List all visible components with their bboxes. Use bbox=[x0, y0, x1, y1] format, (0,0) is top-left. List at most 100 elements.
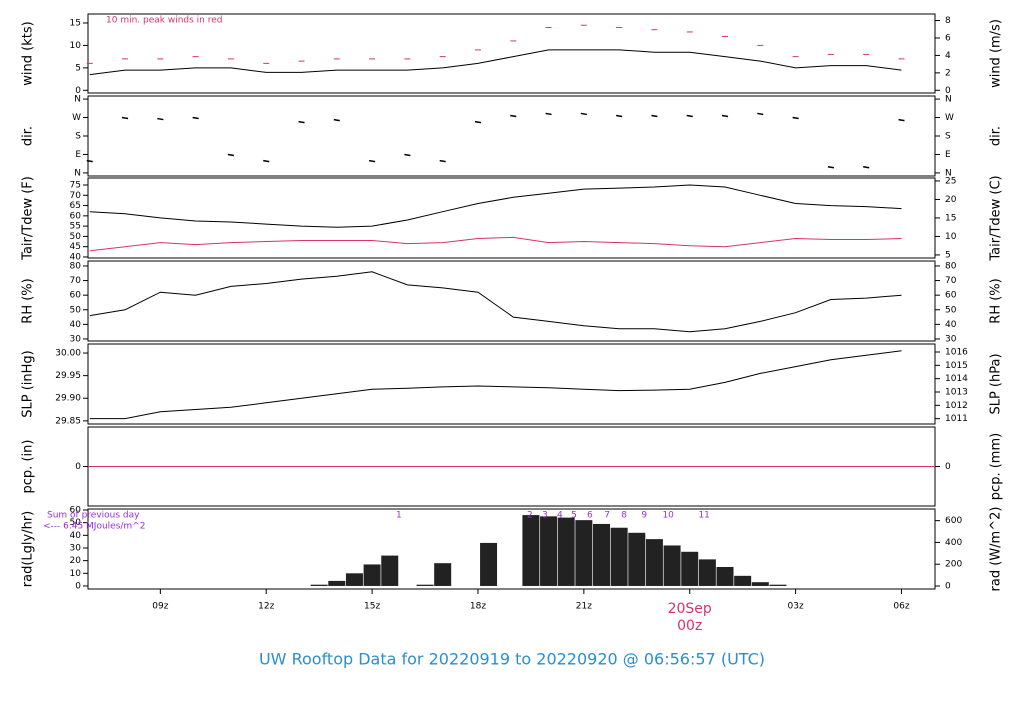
annotation: 10 min. peak winds in red bbox=[106, 16, 223, 26]
y2-axis-label: Tair/Tdew (C) bbox=[989, 175, 1004, 261]
y2-tick-label: S bbox=[945, 132, 951, 142]
radiation-bar bbox=[310, 584, 328, 586]
y-tick-label: 50 bbox=[70, 305, 82, 315]
panel-frame bbox=[87, 177, 936, 259]
radiation-bar bbox=[416, 584, 434, 586]
y-tick-label: 10 bbox=[70, 569, 82, 579]
hour-mark: 6 bbox=[587, 511, 593, 521]
y-tick-label: 29.95 bbox=[55, 371, 81, 381]
footer-title: UW Rooftop Data for 20220919 to 20220920… bbox=[259, 650, 765, 669]
radiation-bar bbox=[592, 523, 610, 586]
y-tick-label: 60 bbox=[70, 291, 82, 301]
y-tick-label: 75 bbox=[70, 180, 81, 190]
y-axis-label: pcp. (in) bbox=[21, 440, 36, 494]
y-tick-label: 30 bbox=[70, 334, 82, 344]
y-tick-label: 0 bbox=[75, 462, 81, 472]
direction-mark bbox=[616, 114, 623, 118]
y-tick-label: N bbox=[74, 95, 81, 105]
y-tick-label: 60 bbox=[70, 211, 82, 221]
y2-tick-label: 25 bbox=[945, 176, 956, 186]
direction-mark bbox=[863, 166, 870, 169]
direction-mark bbox=[686, 114, 693, 118]
x-tick-label: 15z bbox=[364, 602, 380, 612]
y-tick-label: E bbox=[75, 150, 81, 160]
radiation-bar bbox=[628, 532, 646, 586]
y-tick-label: S bbox=[75, 132, 81, 142]
direction-mark bbox=[368, 159, 376, 163]
y-axis-label: wind (kts) bbox=[21, 21, 36, 85]
y-axis-label: SLP (inHg) bbox=[21, 350, 36, 418]
y2-tick-label: 80 bbox=[945, 261, 957, 271]
radiation-bar bbox=[610, 527, 628, 586]
x-tick-label: 18z bbox=[470, 602, 486, 612]
y-tick-label: 80 bbox=[70, 261, 82, 271]
y2-tick-label: 15 bbox=[945, 213, 956, 223]
y2-tick-label: N bbox=[945, 168, 952, 178]
y-axis-label: RH (%) bbox=[21, 278, 36, 323]
x-tick-label: 09z bbox=[152, 602, 168, 612]
direction-mark bbox=[298, 120, 305, 124]
radiation-bar bbox=[363, 564, 381, 586]
y-tick-label: 50 bbox=[70, 518, 82, 528]
y2-tick-label: 600 bbox=[945, 516, 962, 526]
annotation: Sum of previous day bbox=[47, 511, 140, 521]
panel-frame bbox=[87, 508, 936, 590]
y2-axis-label: RH (%) bbox=[989, 278, 1004, 323]
radiation-bar bbox=[663, 545, 681, 586]
y2-tick-label: 70 bbox=[945, 276, 957, 286]
y-tick-label: W bbox=[72, 113, 81, 123]
hour-mark: 9 bbox=[641, 511, 647, 521]
direction-mark bbox=[192, 116, 199, 120]
panel-frame bbox=[87, 260, 936, 342]
radiation-bar bbox=[751, 582, 769, 586]
hour-mark: 11 bbox=[698, 511, 709, 521]
y-tick-label: 40 bbox=[70, 531, 82, 541]
radiation-bar bbox=[522, 515, 540, 586]
y2-tick-label: 1013 bbox=[945, 388, 968, 398]
y-tick-label: 50 bbox=[70, 232, 82, 242]
radiation-bar bbox=[769, 584, 787, 586]
y-tick-label: 30 bbox=[70, 543, 82, 553]
x-tick-label: 06z bbox=[893, 602, 909, 612]
y2-tick-label: 0 bbox=[945, 86, 951, 96]
y2-tick-label: 4 bbox=[945, 51, 951, 61]
y-tick-label: 70 bbox=[70, 276, 82, 286]
direction-mark bbox=[898, 118, 905, 122]
radiation-bar bbox=[681, 551, 699, 586]
direction-mark bbox=[157, 117, 164, 121]
hour-mark: 8 bbox=[621, 511, 627, 521]
y-tick-label: 55 bbox=[70, 222, 81, 232]
y2-tick-label: 6 bbox=[945, 33, 951, 43]
series-line bbox=[89, 49, 902, 76]
y2-tick-label: 8 bbox=[945, 16, 951, 26]
direction-mark bbox=[263, 159, 270, 163]
hour-mark: 5 bbox=[571, 511, 577, 521]
x-tick-label: 00z bbox=[677, 618, 702, 634]
y2-axis-label: SLP (hPa) bbox=[989, 353, 1004, 414]
panel-frame bbox=[87, 13, 936, 94]
direction-mark bbox=[474, 120, 482, 124]
direction-mark bbox=[404, 153, 411, 157]
direction-mark bbox=[227, 153, 235, 157]
y-axis-label: dir. bbox=[21, 126, 36, 146]
radiation-bar bbox=[540, 516, 558, 586]
radiation-bar bbox=[716, 566, 734, 586]
y-axis-label: rad(Lgly/hr) bbox=[21, 511, 36, 587]
date-label: 20Sep bbox=[668, 601, 712, 617]
series-line bbox=[89, 236, 902, 252]
y-axis-label: Tair/Tdew (F) bbox=[21, 176, 36, 261]
y2-tick-label: 1014 bbox=[945, 374, 968, 384]
x-tick-label: 21z bbox=[576, 602, 592, 612]
y2-tick-label: 1016 bbox=[945, 348, 968, 358]
annotation: <--- 6.45 MJoules/m^2 bbox=[43, 522, 145, 532]
y-tick-label: 70 bbox=[70, 191, 82, 201]
hour-mark: 2 bbox=[527, 511, 533, 521]
hour-mark: 1 bbox=[396, 511, 402, 521]
y2-tick-label: 1011 bbox=[945, 414, 968, 424]
y-tick-label: 0 bbox=[75, 581, 81, 591]
series-line bbox=[89, 350, 902, 420]
y2-tick-label: 200 bbox=[945, 560, 962, 570]
y-tick-label: 40 bbox=[70, 320, 82, 330]
y-tick-label: 29.85 bbox=[55, 416, 81, 426]
